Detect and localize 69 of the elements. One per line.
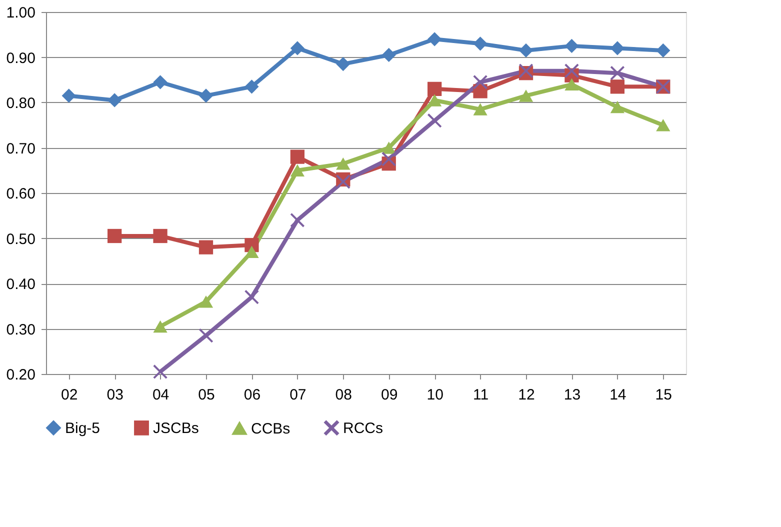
point [428,94,442,106]
point [153,320,168,333]
y-tick-label: 0.90 [6,50,36,67]
y-tick-label: 0.20 [6,366,36,384]
point [336,157,350,170]
y-tick-label: 0.70 [6,140,36,158]
point [428,32,442,46]
x-tick-label: 05 [198,386,215,404]
point [336,174,350,189]
point [382,48,396,62]
x-tick-label: 07 [290,386,306,404]
point [428,82,442,96]
point [382,142,396,154]
point [153,75,168,90]
point [610,66,624,80]
point [290,164,304,176]
legend-label: CCBs [251,420,290,438]
y-tick-label: 0.50 [6,230,36,248]
point [198,88,214,103]
x-tick-label: 11 [472,386,489,404]
y-tick-label: 0.60 [6,186,36,202]
point [153,228,168,244]
point [610,41,624,56]
point [108,93,122,108]
point [564,64,579,78]
point [428,114,442,128]
x-tick-label: 09 [381,386,398,404]
point [564,38,579,54]
point [382,152,396,166]
legend-label: Big-5 [65,420,100,437]
x-tick-label: 12 [518,386,535,404]
x-tick-label: 10 [426,386,444,404]
x-tick-label: 04 [152,386,170,404]
x-tick-label: 03 [106,386,124,404]
point [244,80,259,94]
point [336,56,350,72]
y-tick-label: 1.00 [6,4,36,22]
point [108,228,122,244]
legend-label: RCCs [343,420,383,437]
point [656,43,670,58]
x-tick-label: 15 [655,386,672,404]
x-tick-label: 14 [610,386,626,404]
point [610,100,624,114]
x-tick-label: 06 [244,386,261,404]
x-tick-label: 02 [61,386,78,404]
point [656,119,670,132]
x-tick-label: 13 [564,386,581,404]
point [290,41,304,56]
point [290,213,304,228]
x-tick-label: 08 [335,386,352,404]
point [518,43,534,58]
point [198,240,214,254]
point [518,64,534,78]
point [244,290,259,304]
y-tick-label: 0.30 [6,321,36,338]
point [564,78,579,91]
point [290,150,304,164]
point [473,36,488,51]
y-tick-label: 0.80 [6,95,36,112]
point [610,80,624,94]
y-tick-label: 0.40 [6,276,36,293]
point [473,75,488,90]
point [198,328,214,343]
point [518,90,534,102]
point [473,103,488,116]
point [198,295,214,308]
legend-label: JSCBs [153,420,199,437]
point [244,246,259,258]
point [62,88,76,103]
